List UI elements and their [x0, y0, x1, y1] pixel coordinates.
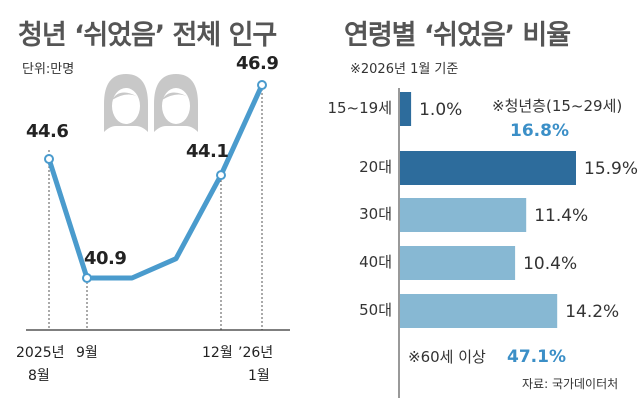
- note-youth-label: ※청년층(15~29세): [492, 97, 622, 115]
- note-60plus-value: 47.1%: [507, 347, 566, 367]
- category-label-30s: 30대: [359, 205, 392, 223]
- series-line: [46, 82, 265, 281]
- data-point-aug: [44, 154, 54, 164]
- bar-30s: [400, 198, 527, 232]
- bar-15-19: [400, 92, 412, 126]
- line-chart-title: 청년 ‘쉬었음’ 전체 인구: [18, 20, 276, 51]
- category-label-20s: 20대: [359, 158, 392, 176]
- bar-chart-title: 연령별 ‘쉬었음’ 비율: [344, 20, 570, 51]
- category-label-40s: 40대: [359, 253, 392, 271]
- tick-jan-line1: ’26년: [238, 345, 273, 361]
- bar-chart-subtitle: ※2026년 1월 기준: [350, 62, 458, 77]
- bar-value-40s: 10.4%: [523, 254, 577, 274]
- value-label-jan: 46.9: [236, 53, 278, 74]
- bar-40s: [400, 246, 516, 280]
- value-label-dec: 44.1: [186, 141, 228, 162]
- tick-aug-line1: 2025년: [16, 345, 65, 361]
- data-point-jan: [257, 80, 267, 90]
- tick-sep: 9월: [76, 345, 98, 361]
- value-label-sep: 40.9: [84, 248, 126, 269]
- bar-value-15-19: 1.0%: [419, 100, 462, 120]
- note-60plus-label: ※60세 이상: [408, 348, 486, 366]
- note-youth-value: 16.8%: [510, 121, 569, 141]
- bar-value-50s: 14.2%: [565, 302, 619, 322]
- bar-20s: [400, 151, 576, 185]
- data-point-sep: [82, 273, 92, 283]
- source-label: 자료: 국가데이터처: [522, 377, 618, 391]
- category-label-50s: 50대: [359, 301, 392, 319]
- value-label-aug: 44.6: [26, 121, 68, 142]
- category-label-15-19: 15~19세: [327, 99, 392, 117]
- bar-value-30s: 11.4%: [534, 206, 588, 226]
- bar-value-20s: 15.9%: [584, 159, 638, 179]
- tick-jan-line2: 1월: [248, 368, 270, 384]
- line-points: [44, 80, 267, 283]
- line-chart-unit: 단위:만명: [22, 62, 74, 77]
- youth-icon: [104, 74, 198, 132]
- bar-50s: [400, 294, 558, 328]
- tick-aug-line2: 8월: [28, 368, 50, 384]
- data-point-dec: [216, 170, 226, 181]
- tick-dec: 12월: [202, 345, 233, 361]
